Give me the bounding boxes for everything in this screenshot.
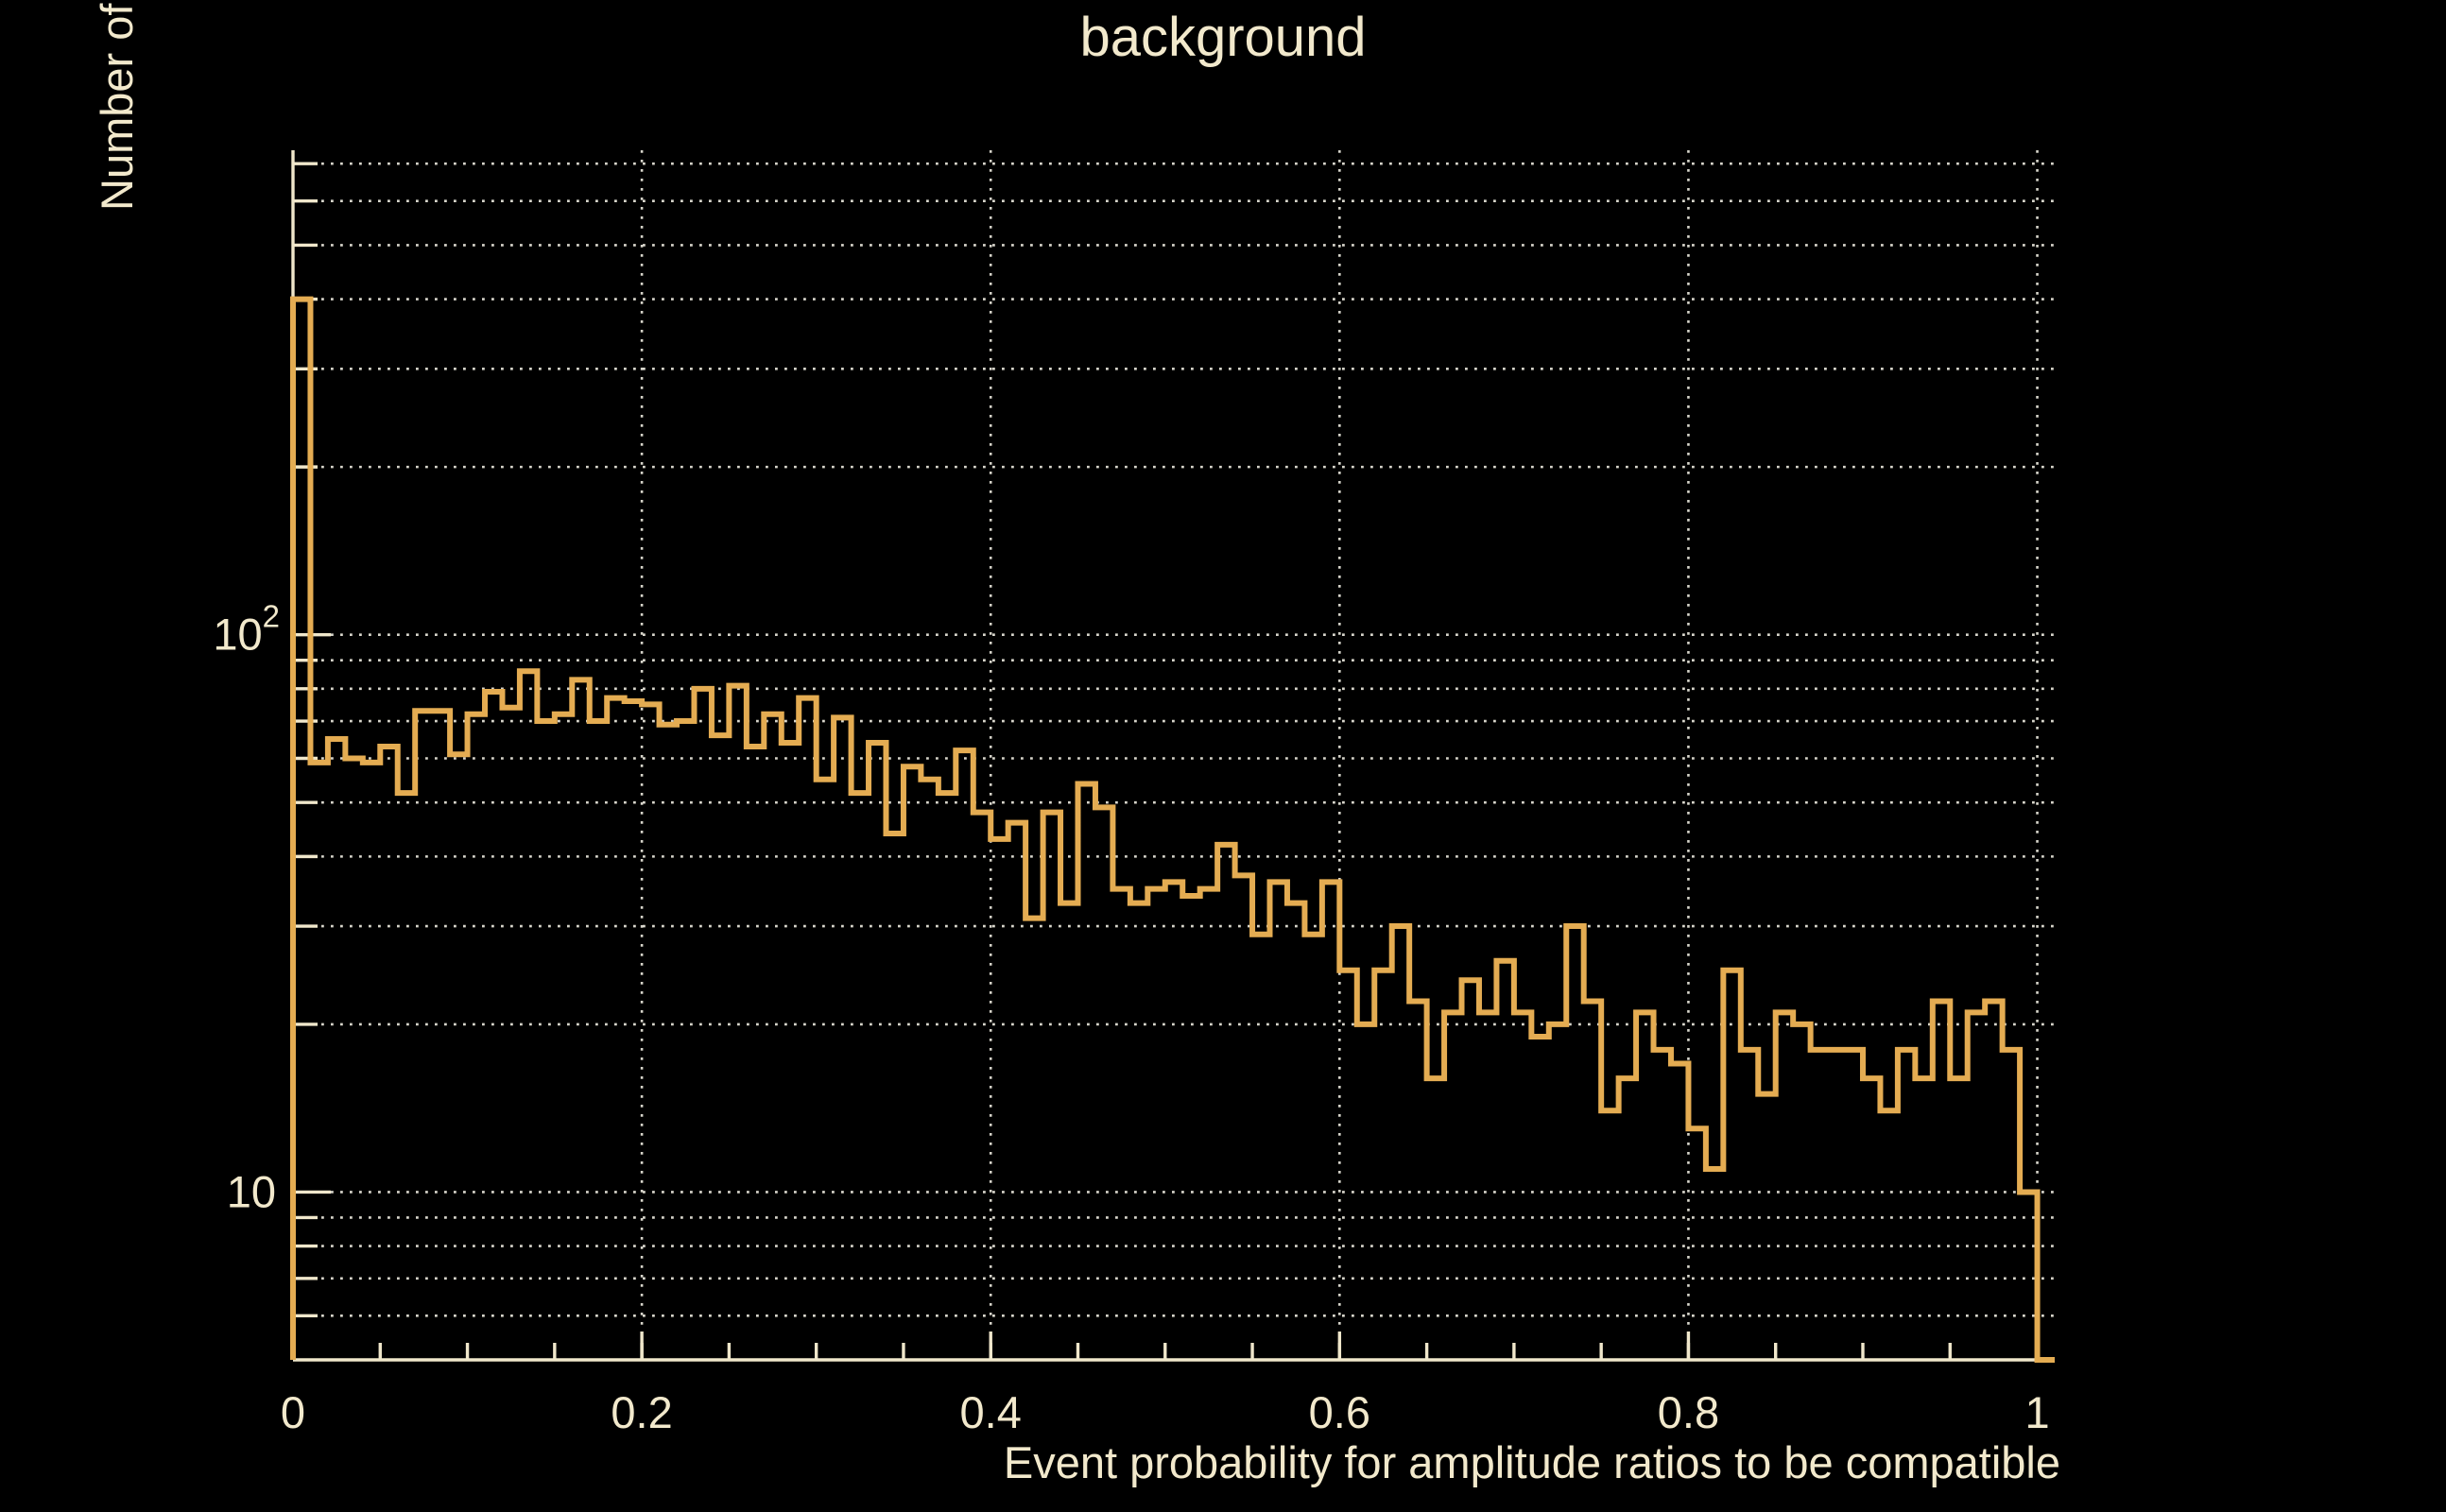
histogram-line (290, 296, 2055, 1363)
x-tick-label: 0.4 (960, 1387, 1022, 1437)
y-tick-label: 102 (213, 599, 280, 660)
y-tick-label: 10 (227, 1166, 276, 1216)
y-axis-title: Number of events (92, 0, 142, 211)
x-tick-label: 0 (281, 1387, 305, 1437)
x-tick-label: 0.8 (1658, 1387, 1719, 1437)
x-tick-label: 0.2 (611, 1387, 672, 1437)
chart-title: background (1079, 7, 1367, 68)
x-axis-title: Event probability for amplitude ratios t… (1003, 1437, 2060, 1487)
x-tick-label: 1 (2024, 1387, 2049, 1437)
x-tick-label: 0.6 (1309, 1387, 1370, 1437)
